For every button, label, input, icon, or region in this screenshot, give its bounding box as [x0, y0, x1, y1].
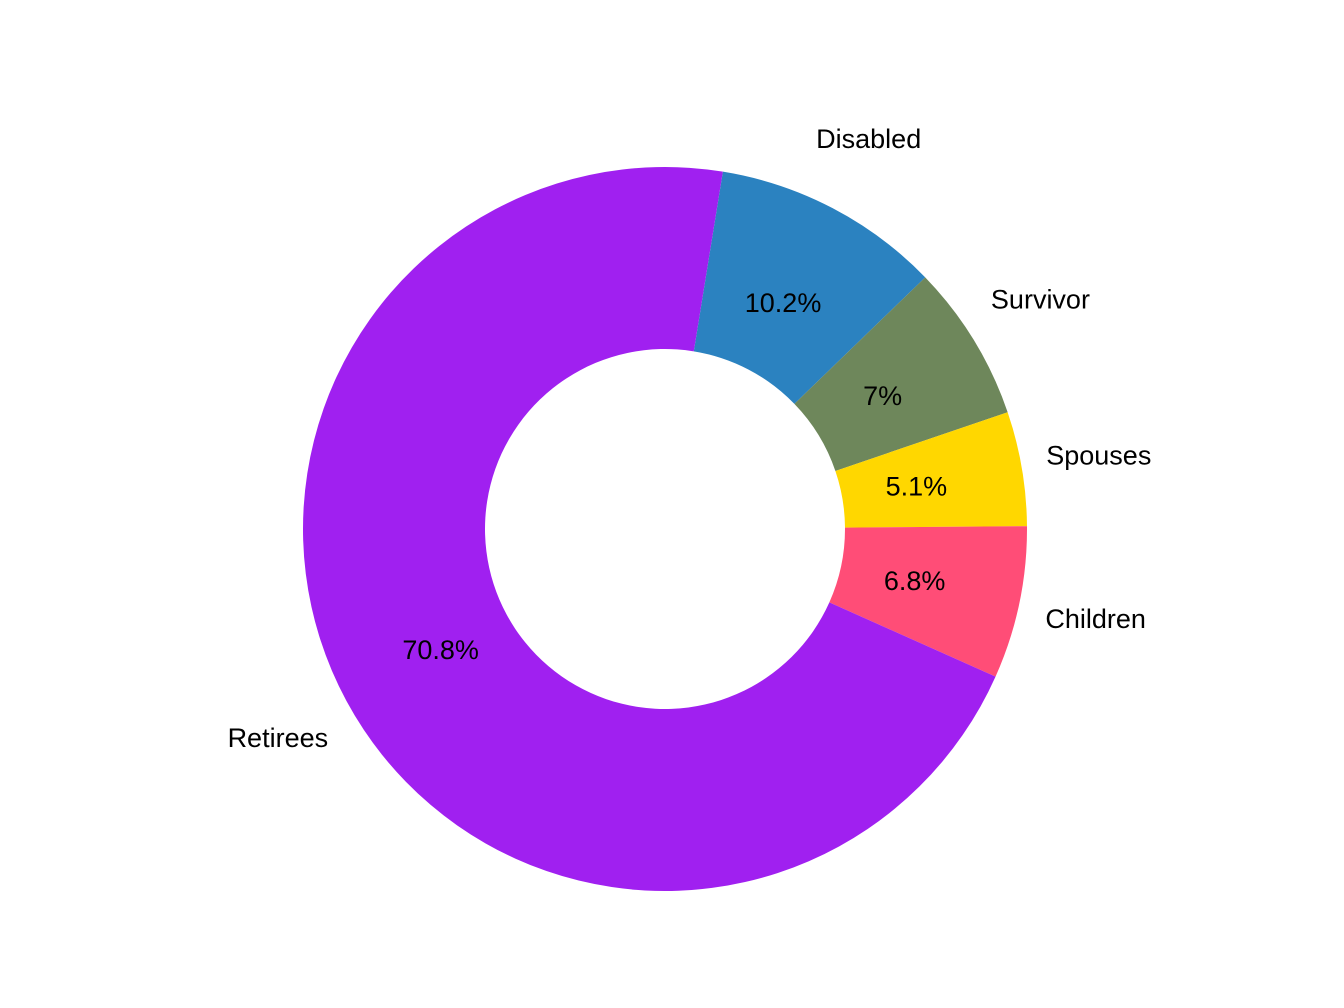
category-label-retirees: Retirees — [228, 723, 329, 753]
category-label-disabled: Disabled — [816, 124, 921, 154]
slice-retirees — [303, 166, 996, 891]
category-label-spouses: Spouses — [1046, 440, 1151, 470]
pct-label-survivor: 7% — [863, 381, 902, 411]
pct-label-retirees: 70.8% — [402, 635, 479, 665]
slice-children — [829, 526, 1027, 677]
slice-disabled — [693, 171, 926, 404]
pct-label-spouses: 5.1% — [886, 471, 948, 501]
donut-slices — [303, 166, 1027, 891]
pct-label-disabled: 10.2% — [745, 288, 822, 318]
slice-spouses — [835, 412, 1027, 528]
category-labels: Disabled Survivor Spouses Children Retirees — [228, 124, 1152, 753]
slice-survivor — [794, 277, 1008, 471]
percentage-labels: 10.2% 7% 5.1% 6.8% 70.8% — [402, 288, 947, 665]
category-label-children: Children — [1045, 604, 1146, 634]
pct-label-children: 6.8% — [884, 566, 946, 596]
category-label-survivor: Survivor — [991, 285, 1090, 315]
